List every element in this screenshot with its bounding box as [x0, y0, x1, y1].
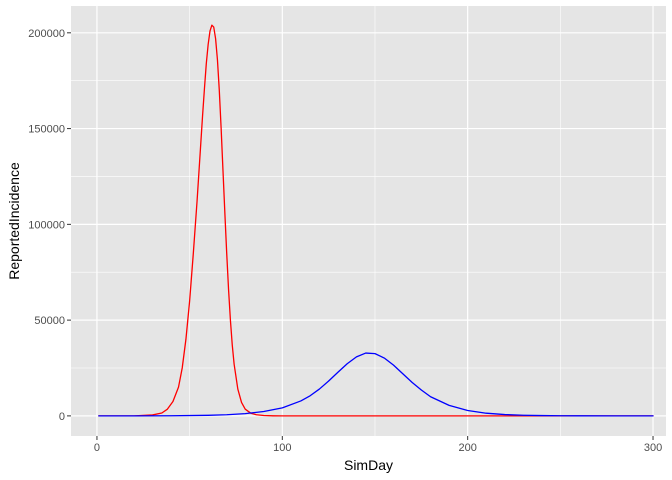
y-tick-label: 50000: [34, 315, 65, 327]
plot-panel: [71, 6, 666, 436]
x-tick-label: 200: [458, 442, 476, 454]
y-tick-label: 150000: [28, 124, 65, 136]
x-tick-label: 0: [94, 442, 100, 454]
axis-tick-labels: 0 100 200 300 0 50000 100000 150000 200000: [28, 28, 662, 454]
y-tick-label: 0: [59, 411, 65, 423]
x-tick-label: 100: [273, 442, 291, 454]
axis-ticks: [67, 32, 654, 440]
series-line-blue: [98, 352, 654, 417]
series-layer: [98, 24, 654, 417]
y-axis-title: ReportedIncidence: [6, 162, 22, 280]
minor-gridlines: [71, 6, 666, 436]
x-axis-title: SimDay: [344, 457, 393, 473]
x-tick-label: 300: [644, 442, 662, 454]
y-tick-label: 200000: [28, 28, 65, 40]
series-line-red: [98, 24, 654, 417]
y-tick-label: 100000: [28, 219, 65, 231]
